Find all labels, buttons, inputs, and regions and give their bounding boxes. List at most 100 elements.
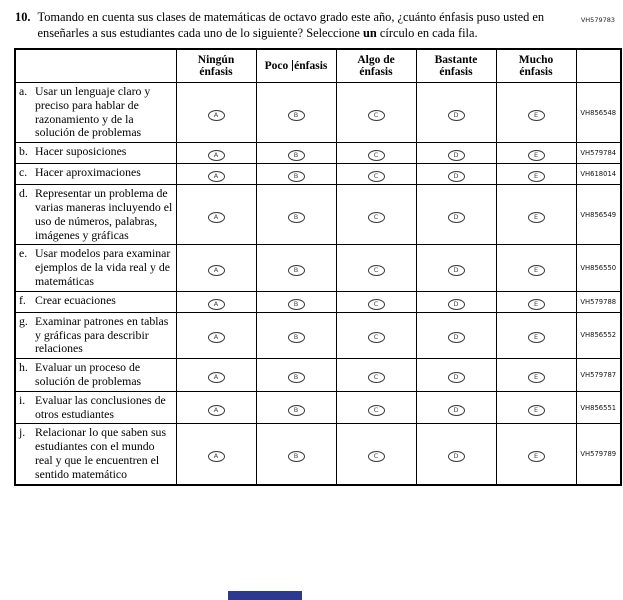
table-row-d: d. Representar un problema de varias mane…: [14, 184, 622, 246]
answer-oval-h-5[interactable]: E: [527, 371, 545, 383]
option-cell-g-5: E: [495, 311, 577, 360]
answer-oval-f-1[interactable]: A: [207, 298, 225, 310]
option-cell-d-3: C: [335, 184, 417, 246]
option-cell-j-2: B: [255, 423, 337, 486]
answer-oval-b-4[interactable]: D: [447, 150, 465, 162]
answer-oval-f-5[interactable]: E: [527, 298, 545, 310]
row-letter: e.: [19, 246, 28, 261]
answer-oval-d-4[interactable]: D: [447, 211, 465, 223]
row-text: Crear ecuaciones: [35, 292, 116, 307]
row-label-c: c. Hacer aproximaciones: [14, 163, 177, 186]
row-text: Representar un problema de varias manera…: [35, 186, 173, 242]
answer-oval-e-1[interactable]: A: [207, 265, 225, 277]
option-cell-f-3: C: [335, 290, 417, 313]
answer-oval-g-2[interactable]: B: [287, 332, 305, 344]
table-row-f: f. Crear ecuaciones A B C D E VH579788: [14, 290, 622, 313]
row-label-i: i. Evaluar las conclusiones de otros estu…: [14, 390, 177, 425]
answer-oval-j-3[interactable]: C: [367, 450, 385, 462]
row-text: Examinar patrones en tablas y gráficas p…: [35, 313, 169, 356]
column-header-text: énfasis: [294, 59, 328, 72]
answer-oval-b-2[interactable]: B: [287, 150, 305, 162]
answer-oval-c-3[interactable]: C: [367, 171, 385, 183]
answer-oval-c-2[interactable]: B: [287, 171, 305, 183]
option-cell-e-3: C: [335, 244, 417, 292]
row-label-a: a. Usar un lenguaje claro y preciso para …: [14, 81, 177, 144]
answer-oval-i-3[interactable]: C: [367, 404, 385, 416]
row-letter: a.: [19, 84, 28, 98]
answer-oval-d-1[interactable]: A: [207, 211, 225, 223]
answer-oval-c-1[interactable]: A: [207, 171, 225, 183]
option-cell-b-5: E: [495, 142, 577, 165]
row-code-a: VH856548: [575, 81, 622, 144]
answer-oval-f-4[interactable]: D: [447, 298, 465, 310]
header-row: Ningún énfasis Poco énfasis Algo de énfasis B…: [14, 48, 622, 83]
table-row-e: e. Usar modelos para examinar ejemplos de…: [14, 244, 622, 292]
table-row-g: g. Examinar patrones en tablas y gráficas…: [14, 311, 622, 360]
row-code-e: VH856550: [575, 244, 622, 292]
answer-oval-a-2[interactable]: B: [287, 109, 305, 121]
answer-oval-d-5[interactable]: E: [527, 211, 545, 223]
answer-oval-a-1[interactable]: A: [207, 109, 225, 121]
answer-oval-j-5[interactable]: E: [527, 450, 545, 462]
option-cell-g-4: D: [415, 311, 497, 360]
answer-oval-g-3[interactable]: C: [367, 332, 385, 344]
answer-oval-j-4[interactable]: D: [447, 450, 465, 462]
answer-oval-h-3[interactable]: C: [367, 371, 385, 383]
row-text: Evaluar un proceso de solución de proble…: [35, 360, 142, 388]
answer-oval-b-3[interactable]: C: [367, 150, 385, 162]
answer-oval-j-1[interactable]: A: [207, 450, 225, 462]
question-number: 10.: [15, 10, 31, 24]
option-cell-a-2: B: [255, 81, 337, 144]
question-text-part1: Tomando en cuenta sus clases de matemáti…: [37, 10, 545, 40]
answer-oval-i-1[interactable]: A: [207, 404, 225, 416]
answer-oval-i-5[interactable]: E: [527, 404, 545, 416]
row-code-h: VH579787: [575, 358, 622, 392]
table-row-b: b. Hacer suposiciones A B C D E VH579784: [14, 142, 622, 165]
answer-oval-e-2[interactable]: B: [287, 265, 305, 277]
answer-oval-i-4[interactable]: D: [447, 404, 465, 416]
answer-oval-b-1[interactable]: A: [207, 150, 225, 162]
option-cell-i-1: A: [175, 390, 257, 425]
answer-oval-a-4[interactable]: D: [447, 109, 465, 121]
answer-oval-j-2[interactable]: B: [287, 450, 305, 462]
answer-oval-f-2[interactable]: B: [287, 298, 305, 310]
answer-oval-g-4[interactable]: D: [447, 332, 465, 344]
answer-oval-h-2[interactable]: B: [287, 371, 305, 383]
answer-oval-d-2[interactable]: B: [287, 211, 305, 223]
option-cell-e-1: A: [175, 244, 257, 292]
row-text: Evaluar las conclusiones de otros estudi…: [35, 392, 166, 421]
answer-oval-b-5[interactable]: E: [527, 150, 545, 162]
answer-oval-g-1[interactable]: A: [207, 332, 225, 344]
answer-oval-a-3[interactable]: C: [367, 109, 385, 121]
column-header-text: Mucho: [518, 53, 554, 66]
question-block: 10. Tomando en cuenta sus clases de mate…: [15, 10, 573, 41]
option-cell-d-4: D: [415, 184, 497, 246]
answer-oval-a-5[interactable]: E: [527, 109, 545, 121]
answer-oval-f-3[interactable]: C: [367, 298, 385, 310]
row-letter: j.: [19, 425, 26, 440]
answer-oval-i-2[interactable]: B: [287, 404, 305, 416]
answer-oval-c-4[interactable]: D: [447, 171, 465, 183]
option-cell-f-4: D: [415, 290, 497, 313]
answer-oval-h-4[interactable]: D: [447, 371, 465, 383]
answer-oval-c-5[interactable]: E: [527, 171, 545, 183]
answer-oval-g-5[interactable]: E: [527, 332, 545, 344]
column-header-text: énfasis: [519, 66, 553, 78]
answer-oval-e-3[interactable]: C: [367, 265, 385, 277]
row-code-i: VH856551: [575, 390, 622, 425]
table-row-h: h. Evaluar un proceso de solución de prob…: [14, 358, 622, 392]
page-code: VH579783: [580, 16, 615, 24]
option-cell-g-1: A: [175, 311, 257, 360]
column-header-text: Poco: [264, 59, 292, 72]
bottom-partial-element: [228, 591, 302, 600]
answer-table: Ningún énfasis Poco énfasis Algo de énfasis B…: [14, 48, 622, 486]
option-cell-d-5: E: [495, 184, 577, 246]
option-cell-e-4: D: [415, 244, 497, 292]
row-label-d: d. Representar un problema de varias mane…: [14, 184, 177, 246]
option-cell-h-4: D: [415, 358, 497, 392]
answer-oval-d-3[interactable]: C: [367, 211, 385, 223]
answer-oval-e-5[interactable]: E: [527, 265, 545, 277]
answer-oval-h-1[interactable]: A: [207, 371, 225, 383]
answer-oval-e-4[interactable]: D: [447, 265, 465, 277]
option-cell-b-2: B: [255, 142, 337, 165]
